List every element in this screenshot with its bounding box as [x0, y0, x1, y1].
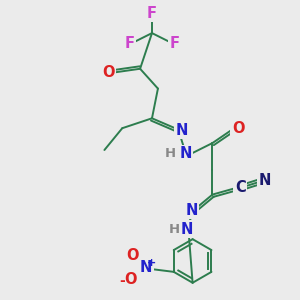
Text: O: O — [102, 65, 115, 80]
Text: H: H — [169, 223, 180, 236]
Text: N: N — [185, 203, 198, 218]
Text: N: N — [259, 173, 271, 188]
Text: N: N — [181, 222, 193, 237]
Text: O: O — [126, 248, 138, 262]
Text: N: N — [176, 123, 188, 138]
Text: N: N — [179, 146, 192, 161]
Text: C: C — [235, 180, 245, 195]
Text: -: - — [119, 274, 125, 288]
Text: H: H — [165, 148, 176, 160]
Text: O: O — [232, 121, 244, 136]
Text: +: + — [147, 258, 157, 268]
Text: O: O — [124, 272, 136, 287]
Text: F: F — [124, 37, 134, 52]
Text: F: F — [147, 6, 157, 21]
Text: N: N — [140, 260, 152, 275]
Text: F: F — [170, 37, 180, 52]
